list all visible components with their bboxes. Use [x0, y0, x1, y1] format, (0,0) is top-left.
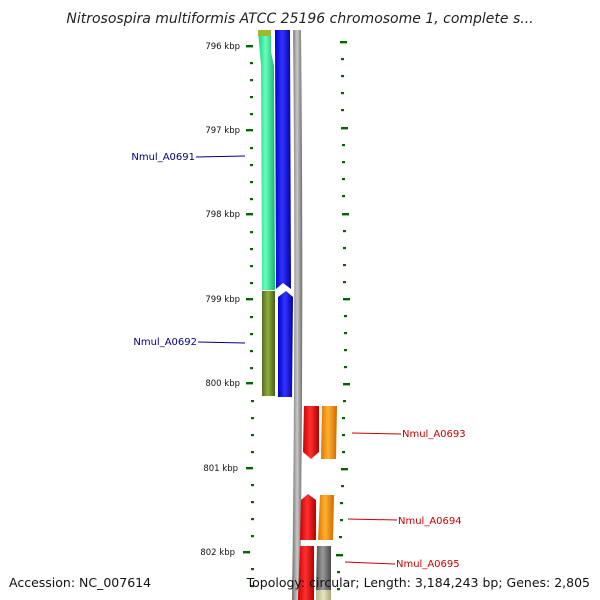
ruler-major-ticks-left	[243, 45, 253, 554]
cds-track-blue[interactable]	[275, 30, 293, 397]
ruler-label: 797 kbp	[205, 126, 240, 136]
ruler-label: 802 kbp	[200, 548, 235, 558]
ruler-label: 801 kbp	[203, 464, 238, 474]
accession-text: Accession: NC_007614	[9, 575, 151, 590]
chromosome-backbone	[292, 30, 303, 600]
gene-label-nmul-a0694[interactable]: Nmul_A0694	[398, 516, 462, 527]
genome-summary: Topology: circular; Length: 3,184,243 bp…	[246, 575, 590, 590]
gene-nmul-a0692[interactable]	[262, 291, 275, 396]
ruler-ticks-right	[336, 41, 350, 591]
gene-label-nmul-a0691[interactable]: Nmul_A0691	[131, 152, 195, 163]
ruler-label: 800 kbp	[205, 379, 240, 389]
gene-nmul-a0694[interactable]	[300, 494, 334, 540]
gene-label-nmul-a0692[interactable]: Nmul_A0692	[133, 337, 197, 348]
ruler-labels: 796 kbp 797 kbp 798 kbp 799 kbp 800 kbp …	[200, 42, 240, 558]
ruler-label: 798 kbp	[205, 210, 240, 220]
gene-label-nmul-a0693[interactable]: Nmul_A0693	[402, 429, 466, 440]
ruler-label: 796 kbp	[205, 42, 240, 52]
gene-nmul-a0691[interactable]	[258, 30, 275, 290]
gene-nmul-a0693[interactable]	[303, 406, 337, 459]
ruler-label: 799 kbp	[205, 295, 240, 305]
ruler-minor-ticks-left	[250, 62, 254, 588]
label-leaders	[195, 155, 402, 565]
gene-nmul-a0695[interactable]	[298, 546, 331, 600]
gene-label-nmul-a0695[interactable]: Nmul_A0695	[396, 559, 460, 570]
map-title: Nitrosospira multiformis ATCC 25196 chro…	[66, 11, 533, 27]
